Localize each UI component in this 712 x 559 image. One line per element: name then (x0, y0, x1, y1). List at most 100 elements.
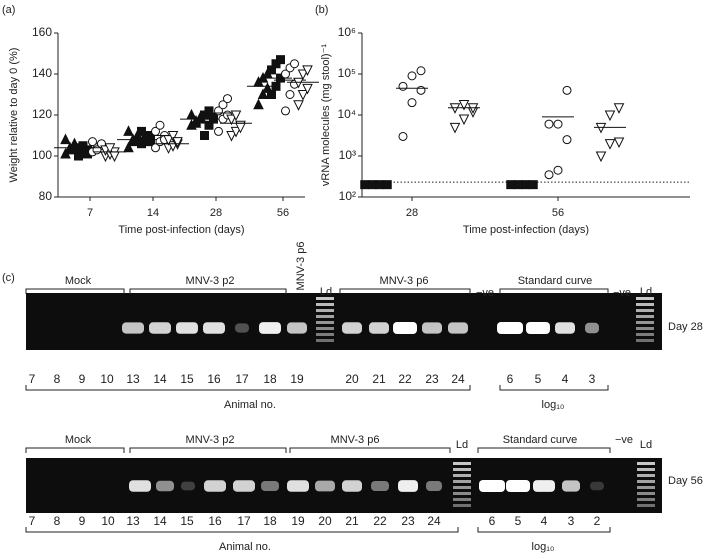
ladder-band (637, 492, 655, 495)
axis-line (57, 33, 305, 198)
ladder-band (316, 315, 334, 318)
ladder-band (636, 327, 654, 330)
lane-number: 20 (318, 514, 332, 528)
bracket (499, 385, 609, 391)
data-point (257, 88, 269, 99)
ladder-band (316, 339, 334, 342)
data-point (382, 180, 392, 190)
gel-band (426, 481, 442, 491)
bracket (25, 288, 125, 294)
data-point (146, 137, 155, 147)
ladder-band (636, 339, 654, 342)
data-point (398, 81, 408, 91)
standard-label: log₁₀ (542, 399, 565, 411)
data-point (230, 110, 242, 122)
data-point (253, 98, 264, 110)
data-point (544, 170, 554, 180)
standard-label: log₁₀ (532, 541, 555, 553)
lane-number: 21 (345, 514, 359, 528)
lane-group-label: Mock (65, 434, 92, 446)
data-point (186, 108, 197, 120)
lane-number: 7 (29, 514, 36, 528)
gel-band (526, 322, 550, 334)
x-tick-label: 7 (87, 207, 93, 219)
lane-group-label: Mock (65, 275, 92, 287)
lane-number: 10 (101, 514, 115, 528)
lane-group-label: −ve (476, 287, 494, 299)
data-point (562, 135, 572, 145)
data-point (104, 143, 116, 154)
data-point (416, 85, 426, 95)
gel-band (203, 322, 225, 334)
lane-number: 15 (180, 372, 194, 386)
data-point (297, 90, 309, 101)
y-tick-label: 120 (32, 107, 52, 121)
gel-band (149, 322, 171, 334)
lane-group-label: Standard curve (518, 275, 593, 287)
ladder-band (637, 486, 655, 489)
lane-group-label: −ve (613, 287, 631, 299)
data-point (223, 94, 232, 104)
data-point (230, 126, 242, 138)
ladder-band (453, 462, 471, 465)
gel-band (129, 480, 151, 492)
lane-number: 3 (589, 372, 596, 386)
gel-band (122, 322, 144, 334)
gel-band (506, 480, 530, 492)
gel-band (233, 480, 255, 492)
data-point (281, 106, 290, 116)
y-tick-label: 160 (32, 25, 52, 39)
lane-number: 24 (427, 514, 441, 528)
bracket (25, 447, 125, 453)
ladder-band (636, 297, 654, 300)
gel-band (287, 480, 309, 492)
data-point (172, 137, 183, 148)
gel-band (176, 322, 198, 334)
data-point (360, 180, 370, 190)
bracket (477, 527, 611, 533)
gel-band (371, 481, 389, 491)
ladder-band (316, 303, 334, 306)
data-point (544, 119, 554, 129)
data-point (613, 103, 625, 114)
gel-band (479, 480, 505, 492)
lane-number: 15 (180, 514, 194, 528)
ladder-band (453, 468, 471, 471)
lane-number: 23 (401, 514, 415, 528)
data-point (375, 180, 385, 190)
x-tick-label: 14 (147, 207, 159, 219)
lane-group-label: Ld (456, 439, 468, 451)
gel-band (497, 322, 523, 334)
lane-number: 23 (425, 372, 439, 386)
data-point (123, 141, 134, 153)
data-point (506, 180, 516, 190)
lane-number: 4 (562, 372, 569, 386)
lane-number: 19 (291, 514, 305, 528)
lane-number: 19 (290, 372, 304, 386)
gel-band (156, 480, 174, 492)
data-point (293, 100, 304, 111)
y-tick-label: 140 (32, 66, 52, 80)
gel-band (287, 322, 307, 334)
bracket (499, 288, 609, 294)
lane-number: 3 (568, 514, 575, 528)
chart-title: (a) (2, 4, 15, 16)
data-point (200, 131, 209, 140)
lane-number: 2 (594, 514, 601, 528)
data-point (613, 137, 625, 149)
data-point (281, 69, 290, 79)
day-label: Day 56 (668, 475, 703, 487)
data-point (285, 90, 295, 99)
gel-band (342, 322, 362, 334)
data-point (88, 137, 97, 147)
lane-group-label: −ve (615, 434, 633, 446)
data-point (290, 59, 299, 69)
gel-band (342, 480, 362, 492)
lane-number: 6 (489, 514, 496, 528)
y-tick-label: 10⁶ (338, 25, 356, 39)
lane-group-label: MNV-3 p2 (186, 434, 235, 446)
axis-line (361, 33, 690, 198)
data-point (163, 135, 174, 146)
lane-number: 22 (398, 372, 412, 386)
gel-image (26, 293, 662, 350)
